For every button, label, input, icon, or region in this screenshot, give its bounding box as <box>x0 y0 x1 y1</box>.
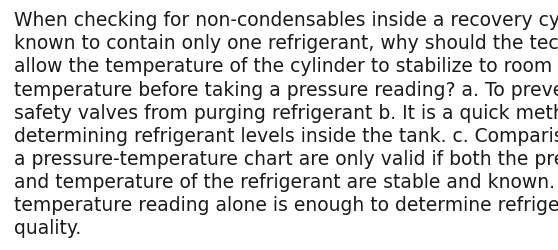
Text: determining refrigerant levels inside the tank. c. Comparisons to: determining refrigerant levels inside th… <box>14 126 558 145</box>
Text: temperature reading alone is enough to determine refrigerant: temperature reading alone is enough to d… <box>14 195 558 214</box>
Text: allow the temperature of the cylinder to stabilize to room: allow the temperature of the cylinder to… <box>14 57 552 76</box>
Text: temperature before taking a pressure reading? a. To prevent: temperature before taking a pressure rea… <box>14 80 558 99</box>
Text: quality.: quality. <box>14 218 81 237</box>
Text: known to contain only one refrigerant, why should the technician: known to contain only one refrigerant, w… <box>14 34 558 53</box>
Text: and temperature of the refrigerant are stable and known. d. A: and temperature of the refrigerant are s… <box>14 172 558 191</box>
Text: When checking for non-condensables inside a recovery cylinder: When checking for non-condensables insid… <box>14 11 558 30</box>
Text: a pressure-temperature chart are only valid if both the pressure: a pressure-temperature chart are only va… <box>14 149 558 168</box>
Text: safety valves from purging refrigerant b. It is a quick method of: safety valves from purging refrigerant b… <box>14 103 558 122</box>
